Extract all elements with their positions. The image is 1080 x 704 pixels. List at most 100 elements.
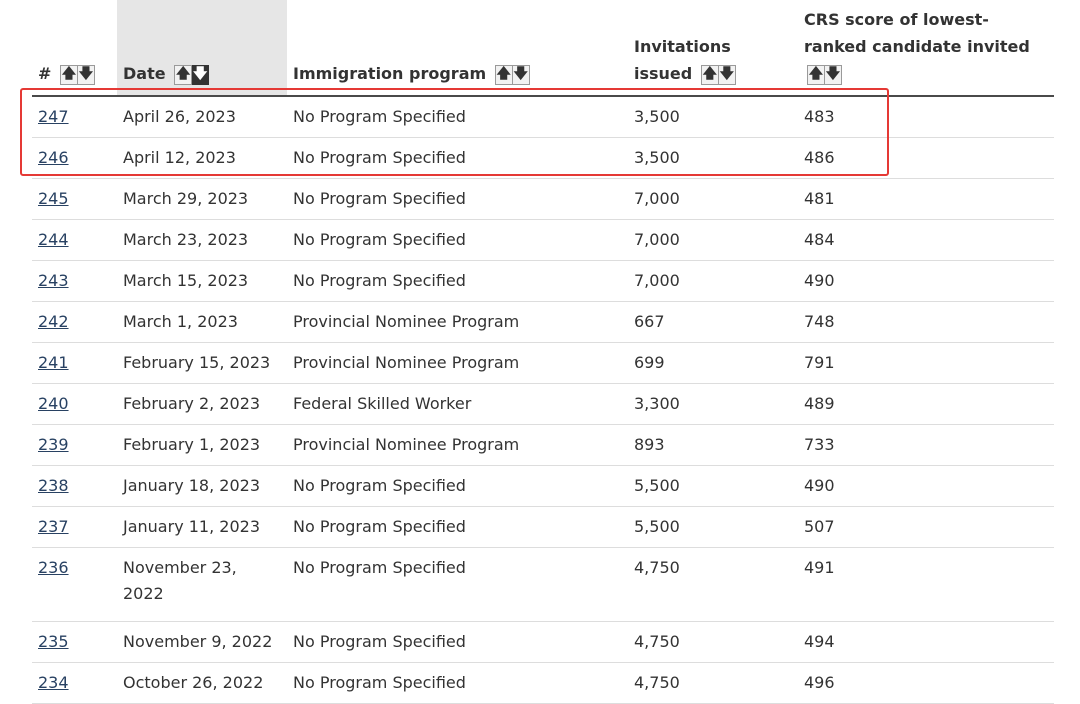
round-number-link[interactable]: 240 — [38, 394, 69, 413]
cell-num: 239 — [32, 424, 117, 466]
cell-program: Provincial Nominee Program — [287, 342, 628, 384]
cell-date: January 11, 2023 — [117, 506, 287, 548]
cell-crs: 483 — [798, 96, 1054, 138]
cell-num: 234 — [32, 662, 117, 704]
table-row: 240 February 2, 2023 Federal Skilled Worke… — [32, 383, 1054, 425]
header-program: Immigration program 🡅 🡇 — [287, 0, 628, 97]
sort-up-icon[interactable]: 🡅 — [59, 64, 78, 85]
round-number-link[interactable]: 234 — [38, 673, 69, 692]
round-number-link[interactable]: 236 — [38, 558, 69, 577]
sort-down-icon[interactable]: 🡇 — [192, 64, 210, 85]
cell-date: January 18, 2023 — [117, 465, 287, 507]
sort-controls-invitations: 🡅 🡇 — [700, 64, 736, 85]
header-program-label: Immigration program — [293, 64, 487, 83]
sort-down-icon[interactable]: 🡇 — [77, 64, 95, 85]
cell-invitations: 3,500 — [628, 137, 798, 179]
round-number-link[interactable]: 246 — [38, 148, 69, 167]
round-number-link[interactable]: 237 — [38, 517, 69, 536]
round-number-link[interactable]: 235 — [38, 632, 69, 651]
cell-invitations: 667 — [628, 301, 798, 343]
cell-num: 236 — [32, 547, 117, 622]
cell-date: October 26, 2022 — [117, 662, 287, 704]
round-number-link[interactable]: 245 — [38, 189, 69, 208]
cell-num: 246 — [32, 137, 117, 179]
cell-program: No Program Specified — [287, 662, 628, 704]
cell-num: 247 — [32, 96, 117, 138]
cell-invitations: 5,500 — [628, 506, 798, 548]
sort-down-icon[interactable]: 🡇 — [512, 64, 530, 85]
table-row: 247 April 26, 2023 No Program Specified 3,5… — [32, 96, 1054, 138]
cell-invitations: 4,750 — [628, 547, 798, 622]
cell-date: March 1, 2023 — [117, 301, 287, 343]
sort-down-icon[interactable]: 🡇 — [718, 64, 736, 85]
sort-controls-date: 🡅 🡇 — [174, 64, 210, 85]
round-number-link[interactable]: 238 — [38, 476, 69, 495]
cell-num: 238 — [32, 465, 117, 507]
cell-program: No Program Specified — [287, 465, 628, 507]
cell-program: No Program Specified — [287, 137, 628, 179]
table-row: 236 November 23, 2022 No Program Specified… — [32, 547, 1054, 622]
table-row: 237 January 11, 2023 No Program Specified 5… — [32, 506, 1054, 548]
cell-crs: 491 — [798, 547, 1054, 622]
sort-up-icon[interactable]: 🡅 — [807, 64, 825, 85]
rounds-table: # 🡅 🡇 Date 🡅 🡇 Immigration program 🡅 🡇 — [32, 0, 1054, 704]
cell-invitations: 4,750 — [628, 621, 798, 663]
rounds-table-container: # 🡅 🡇 Date 🡅 🡇 Immigration program 🡅 🡇 — [32, 0, 1054, 704]
cell-num: 240 — [32, 383, 117, 425]
sort-up-icon[interactable]: 🡅 — [494, 64, 513, 85]
cell-program: No Program Specified — [287, 621, 628, 663]
table-row: 234 October 26, 2022 No Program Specified 4… — [32, 662, 1054, 704]
table-row: 246 April 12, 2023 No Program Specified 3,5… — [32, 137, 1054, 179]
cell-crs: 486 — [798, 137, 1054, 179]
sort-controls-num: 🡅 🡇 — [59, 64, 95, 85]
header-invitations-label: Invitations issued — [634, 37, 731, 83]
cell-crs: 748 — [798, 301, 1054, 343]
cell-num: 243 — [32, 260, 117, 302]
round-number-link[interactable]: 239 — [38, 435, 69, 454]
cell-num: 244 — [32, 219, 117, 261]
cell-program: No Program Specified — [287, 96, 628, 138]
round-number-link[interactable]: 247 — [38, 107, 69, 126]
cell-date: March 15, 2023 — [117, 260, 287, 302]
header-invitations: Invitations issued 🡅 🡇 — [628, 0, 798, 97]
cell-program: No Program Specified — [287, 178, 628, 220]
cell-crs: 494 — [798, 621, 1054, 663]
cell-program: Provincial Nominee Program — [287, 301, 628, 343]
cell-crs: 507 — [798, 506, 1054, 548]
header-crs-label: CRS score of lowest-ranked candidate inv… — [804, 10, 1030, 56]
sort-controls-program: 🡅 🡇 — [494, 64, 530, 85]
cell-crs: 733 — [798, 424, 1054, 466]
cell-num: 241 — [32, 342, 117, 384]
cell-invitations: 3,300 — [628, 383, 798, 425]
round-number-link[interactable]: 244 — [38, 230, 69, 249]
table-row: 245 March 29, 2023 No Program Specified 7,0… — [32, 178, 1054, 220]
cell-crs: 481 — [798, 178, 1054, 220]
cell-date: February 1, 2023 — [117, 424, 287, 466]
cell-program: No Program Specified — [287, 260, 628, 302]
cell-date: November 23, 2022 — [117, 547, 287, 622]
cell-crs: 490 — [798, 260, 1054, 302]
cell-num: 237 — [32, 506, 117, 548]
cell-invitations: 5,500 — [628, 465, 798, 507]
cell-date: April 26, 2023 — [117, 96, 287, 138]
round-number-link[interactable]: 241 — [38, 353, 69, 372]
header-num: # 🡅 🡇 — [32, 0, 117, 97]
sort-up-icon[interactable]: 🡅 — [174, 64, 193, 85]
table-row: 238 January 18, 2023 No Program Specified 5… — [32, 465, 1054, 507]
cell-num: 235 — [32, 621, 117, 663]
cell-program: No Program Specified — [287, 506, 628, 548]
sort-down-icon[interactable]: 🡇 — [825, 64, 842, 85]
cell-program: No Program Specified — [287, 547, 628, 622]
cell-invitations: 4,750 — [628, 662, 798, 704]
round-number-link[interactable]: 242 — [38, 312, 69, 331]
header-num-label: # — [38, 64, 52, 83]
round-number-link[interactable]: 243 — [38, 271, 69, 290]
cell-invitations: 7,000 — [628, 260, 798, 302]
sort-up-icon[interactable]: 🡅 — [700, 64, 719, 85]
cell-num: 242 — [32, 301, 117, 343]
cell-invitations: 7,000 — [628, 178, 798, 220]
cell-invitations: 699 — [628, 342, 798, 384]
cell-date: April 12, 2023 — [117, 137, 287, 179]
table-row: 244 March 23, 2023 No Program Specified 7,0… — [32, 219, 1054, 261]
cell-invitations: 3,500 — [628, 96, 798, 138]
